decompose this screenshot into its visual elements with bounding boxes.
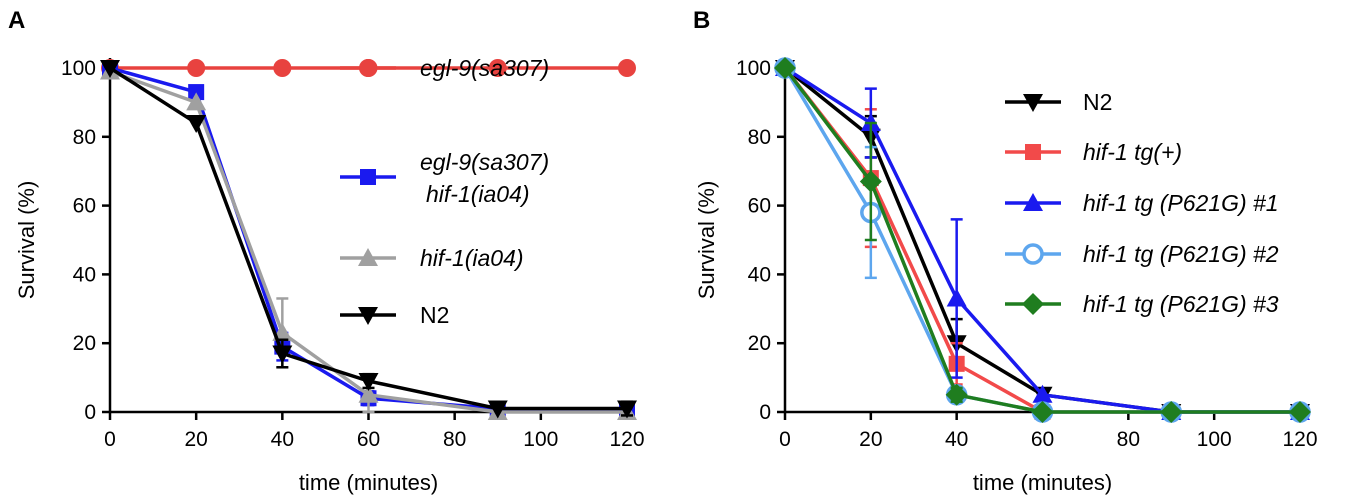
y-tick-label: 60 xyxy=(73,195,96,218)
data-point xyxy=(358,384,379,403)
data-point xyxy=(272,345,293,364)
data-point xyxy=(859,170,882,193)
legend-label: hif-1(ia04) xyxy=(426,181,530,207)
legend-label: egl-9(sa307) xyxy=(420,55,549,81)
chart-panel-a: A 0 20 40 60 80 100 0 20 40 60 80 100 120 time (minute… xyxy=(8,7,645,495)
y-axis-title: Survival (%) xyxy=(694,181,719,300)
series-3 xyxy=(100,60,637,419)
y-tick-label: 0 xyxy=(84,401,96,424)
legend-label: hif-1 tg (P621G) #1 xyxy=(1083,190,1279,216)
x-axis-title: time (minutes) xyxy=(973,470,1112,495)
series-4 xyxy=(774,57,1311,423)
y-tick-label: 100 xyxy=(736,57,771,80)
legend-marker xyxy=(358,307,378,325)
chart-panel-b: B 0 20 40 60 80 100 0 20 40 60 80 100 120 time (minute… xyxy=(693,7,1318,495)
y-tick-label: 100 xyxy=(61,57,96,80)
data-point xyxy=(1031,401,1054,423)
legend-entry-3: N2 xyxy=(340,302,449,328)
series-2 xyxy=(775,58,1310,420)
data-point xyxy=(946,288,967,307)
data-point xyxy=(358,373,379,392)
y-tick-label: 80 xyxy=(73,126,96,149)
legend-entry-4: hif-1 tg (P621G) #3 xyxy=(1005,291,1279,317)
legend-marker xyxy=(358,248,378,266)
legend-marker xyxy=(1023,94,1043,112)
y-tick-label: 40 xyxy=(73,263,96,286)
x-tick-label: 120 xyxy=(1282,428,1317,451)
data-point xyxy=(774,57,796,79)
data-point xyxy=(617,400,637,419)
panel-letter: A xyxy=(8,7,25,34)
legend-entry-0: egl-9(sa307) xyxy=(340,55,549,81)
y-tick-label: 60 xyxy=(748,195,771,218)
legend-label: hif-1(ia04) xyxy=(420,245,524,271)
x-tick-label: 20 xyxy=(184,428,207,451)
legend-entry-2: hif-1 tg (P621G) #1 xyxy=(1005,190,1279,216)
x-tick-label: 0 xyxy=(104,428,116,451)
x-tick-label: 100 xyxy=(1197,428,1232,451)
x-tick-label: 40 xyxy=(271,428,294,451)
data-point xyxy=(100,60,120,78)
x-tick-label: 100 xyxy=(523,428,558,451)
legend-marker xyxy=(1023,193,1043,211)
y-tick-label: 0 xyxy=(759,401,771,424)
x-axis-title: time (minutes) xyxy=(299,470,438,495)
data-point xyxy=(1289,401,1311,423)
x-tick-label: 60 xyxy=(357,428,380,451)
legend-label: hif-1 tg (P621G) #3 xyxy=(1083,291,1279,317)
data-point xyxy=(273,59,292,77)
x-tick-label: 80 xyxy=(1117,428,1140,451)
x-tick-label: 40 xyxy=(945,428,968,451)
legend-label: egl-9(sa307) xyxy=(420,149,549,175)
series-2 xyxy=(100,61,637,420)
panel-letter: B xyxy=(693,7,710,34)
data-point xyxy=(186,92,207,111)
series-line xyxy=(109,66,627,411)
legend-entry-1: hif-1 tg(+) xyxy=(1005,139,1182,165)
data-point xyxy=(487,400,508,419)
legend-marker xyxy=(1022,293,1044,315)
legend-marker xyxy=(1025,144,1041,160)
y-tick-label: 20 xyxy=(73,332,96,355)
data-point xyxy=(488,59,507,77)
legend-entry-3: hif-1 tg (P621G) #2 xyxy=(1005,241,1279,267)
data-point xyxy=(187,59,206,77)
data-point xyxy=(188,84,205,101)
data-point xyxy=(186,115,207,134)
legend-marker xyxy=(1022,243,1044,265)
legend-label: N2 xyxy=(420,302,449,328)
x-tick-label: 80 xyxy=(443,428,466,451)
data-point xyxy=(945,383,968,406)
x-tick-label: 0 xyxy=(779,428,791,451)
y-tick-label: 40 xyxy=(748,263,771,286)
legend-marker xyxy=(360,169,376,185)
legend-entry-1: egl-9(sa307) hif-1(ia04) xyxy=(340,149,549,207)
series-line xyxy=(109,69,627,414)
legend-label: hif-1 tg (P621G) #2 xyxy=(1083,241,1279,267)
legend-entry-2: hif-1(ia04) xyxy=(340,245,524,271)
data-point xyxy=(618,59,636,77)
x-tick-label: 120 xyxy=(609,428,644,451)
x-tick-label: 60 xyxy=(1031,428,1054,451)
y-tick-label: 80 xyxy=(748,126,771,149)
data-point xyxy=(1160,401,1183,423)
y-axis-title: Survival (%) xyxy=(14,181,39,300)
y-tick-label: 20 xyxy=(748,332,771,355)
series-line xyxy=(783,66,1300,414)
legend-marker xyxy=(359,59,377,77)
legend-entry-0: N2 xyxy=(1005,89,1112,115)
data-point xyxy=(1032,384,1053,403)
legend-label: N2 xyxy=(1083,89,1112,115)
series-line xyxy=(784,66,1300,414)
x-tick-label: 20 xyxy=(859,428,882,451)
legend-label: hif-1 tg(+) xyxy=(1083,139,1182,165)
